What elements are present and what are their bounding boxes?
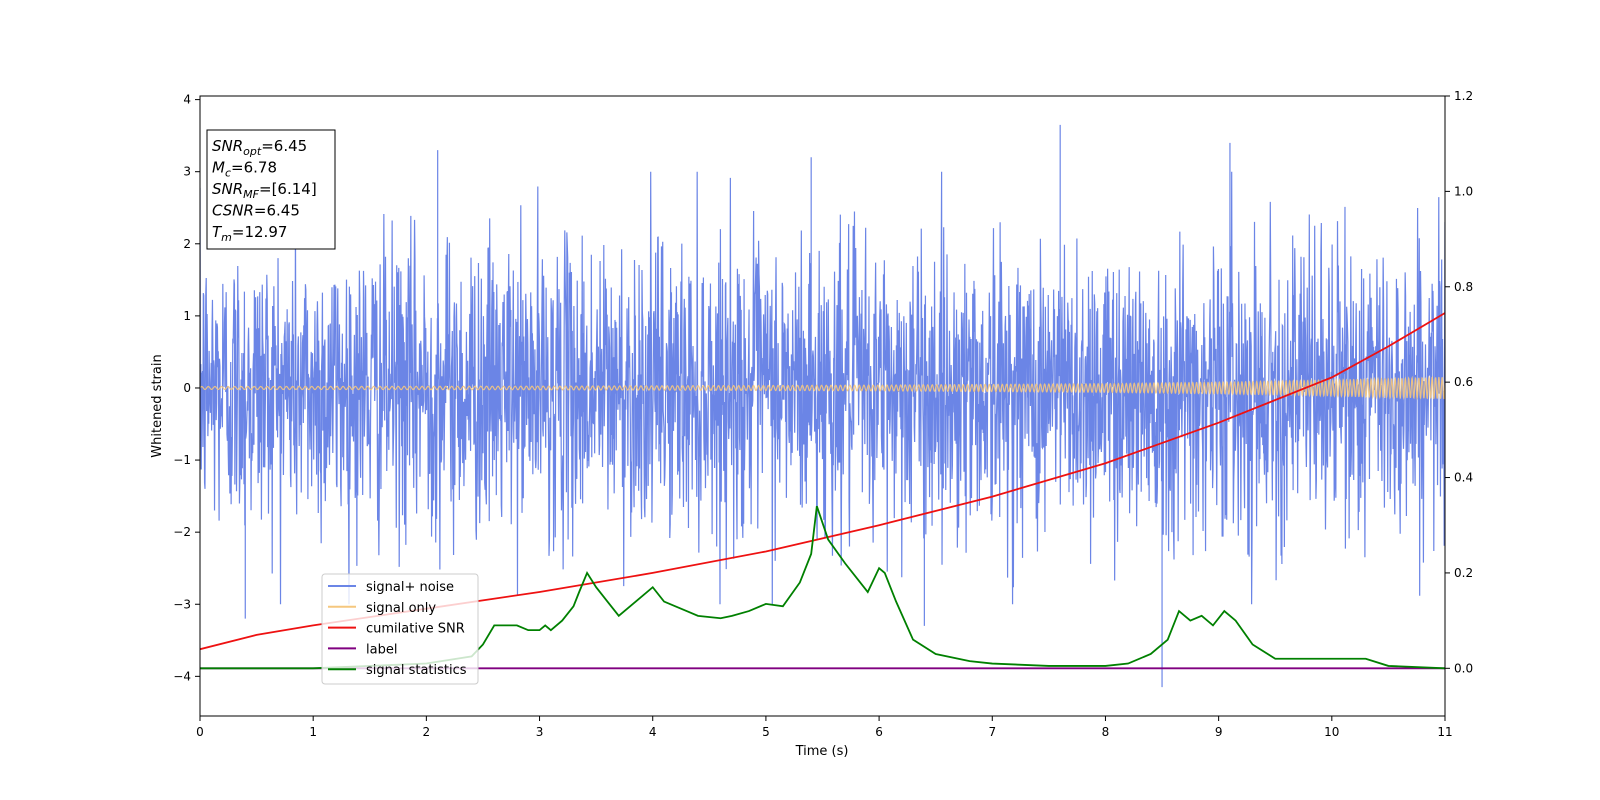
x-tick-label: 8 — [1102, 725, 1110, 739]
y-left-tick-label: 3 — [183, 165, 191, 179]
info-line: Tm=12.97 — [212, 223, 287, 244]
y-axis-left: −4 −3 −2 −1 0 1 2 3 4 — [173, 93, 200, 683]
info-box-frame — [206, 129, 336, 250]
x-tick-label: 0 — [196, 725, 204, 739]
x-tick-label: 10 — [1324, 725, 1339, 739]
legend-label: signal+ noise — [366, 580, 454, 595]
y-left-tick-label: 2 — [183, 237, 191, 251]
series-signal-only — [200, 375, 1445, 401]
y-right-tick-label: 0.8 — [1454, 280, 1473, 294]
x-tick-label: 6 — [875, 725, 883, 739]
x-tick-label: 3 — [536, 725, 544, 739]
legend-frame — [321, 573, 479, 685]
x-tick-label: 2 — [423, 725, 431, 739]
series-signal-noise — [200, 124, 1445, 688]
y-left-tick-label: −1 — [173, 453, 191, 467]
plot-frame — [199, 95, 1446, 717]
x-tick-label: 1 — [309, 725, 317, 739]
legend: signal+ noise signal only cumilative SNR la… — [321, 573, 479, 685]
y-left-tick-label: −2 — [173, 525, 191, 539]
y-left-tick-label: −4 — [173, 669, 191, 683]
info-line: CSNR=6.45 — [212, 202, 300, 220]
y-right-tick-label: 0.0 — [1454, 661, 1473, 675]
series-signal-statistics — [200, 505, 1445, 670]
x-tick-label: 9 — [1215, 725, 1223, 739]
legend-label: cumilative SNR — [366, 622, 465, 637]
y-right-tick-label: 1.2 — [1454, 89, 1473, 103]
y-axis-label: Whitened strain — [150, 354, 165, 457]
y-left-tick-label: 0 — [183, 381, 191, 395]
legend-label: label — [366, 642, 397, 657]
y-right-tick-label: 0.6 — [1454, 375, 1473, 389]
legend-label: signal only — [366, 601, 436, 616]
y-right-tick-label: 1.0 — [1454, 184, 1473, 198]
y-left-tick-label: −3 — [173, 597, 191, 611]
y-axis-right: 0.0 0.2 0.4 0.6 0.8 1.0 1.2 — [1445, 89, 1473, 675]
y-right-tick-label: 0.4 — [1454, 471, 1473, 485]
y-right-tick-label: 0.2 — [1454, 566, 1473, 580]
x-tick-label: 4 — [649, 725, 657, 739]
x-tick-label: 5 — [762, 725, 770, 739]
info-line: Mc=6.78 — [212, 159, 277, 180]
info-line: SNRopt=6.45 — [212, 137, 307, 158]
x-tick-label: 7 — [988, 725, 996, 739]
x-axis-label: Time (s) — [795, 744, 849, 759]
x-tick-label: 11 — [1437, 725, 1452, 739]
info-line: SNRMF=[6.14] — [212, 180, 317, 201]
y-left-tick-label: 1 — [183, 309, 191, 323]
legend-label: signal statistics — [366, 663, 467, 678]
x-axis: 0 1 2 3 4 5 6 7 8 9 10 11 — [196, 716, 1453, 739]
y-left-tick-label: 4 — [183, 93, 191, 107]
